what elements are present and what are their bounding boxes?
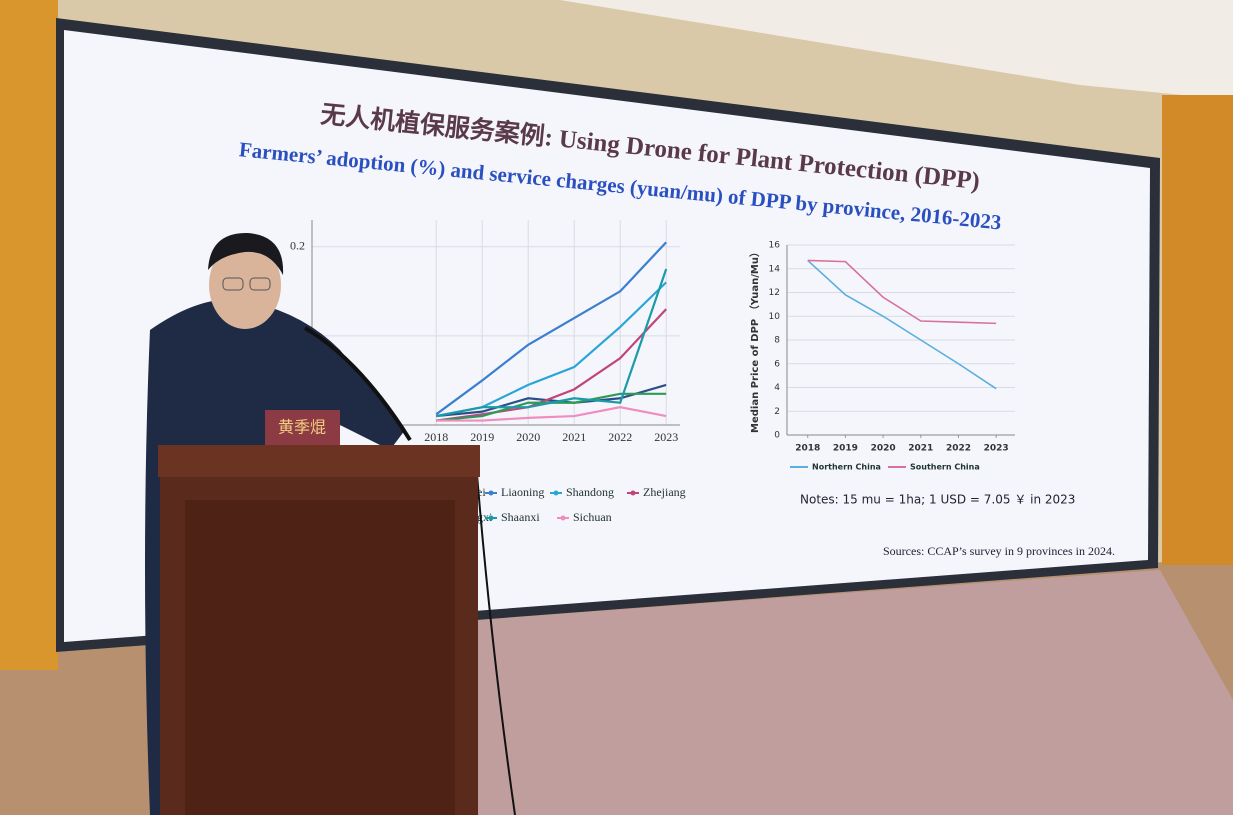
x-tick-label: 2021 — [908, 444, 933, 454]
curtain-left — [0, 0, 58, 670]
series-line — [436, 406, 667, 422]
y-tick-label: 4 — [774, 383, 780, 393]
series-line — [435, 268, 668, 418]
x-tick-label: 2023 — [654, 430, 678, 444]
x-tick-label: 2021 — [562, 430, 586, 444]
legend-label: Shaanxi — [501, 510, 540, 524]
x-tick-label: 2018 — [795, 444, 820, 454]
y-tick-label: 0 — [774, 431, 780, 441]
series-line — [807, 259, 997, 325]
y-tick-label: 2 — [774, 407, 780, 417]
x-tick-label: 2018 — [424, 430, 448, 444]
legend-marker — [488, 490, 494, 496]
series-line — [435, 241, 668, 416]
legend-marker — [560, 515, 566, 521]
y-tick-label: 10 — [769, 312, 781, 322]
legend-label: Zhejiang — [643, 485, 686, 499]
podium-top — [158, 445, 480, 477]
series-line — [807, 259, 997, 390]
chart: 0 2 4 6 8 10 12 14 16 2018 2019 2020 2021 2022 2023 Med… — [748, 241, 1015, 472]
y-tick-label: 6 — [774, 359, 780, 369]
x-tick-label: 2022 — [946, 444, 971, 454]
y-tick-label: 16 — [769, 241, 781, 251]
x-tick-label: 2023 — [984, 444, 1009, 454]
notes: Notes: 15 mu = 1ha; 1 USD = 7.05 ￥ in 20… — [800, 493, 1075, 507]
x-tick-label: 2020 — [871, 444, 896, 454]
legend-label: Southern China — [910, 463, 980, 472]
legend-label: Shandong — [566, 485, 614, 499]
y-tick-label: 0.2 — [290, 238, 305, 252]
x-tick-label: 2020 — [516, 430, 540, 444]
curtain-right — [1162, 95, 1233, 565]
y-axis-label: Median Price of DPP （Yuan/Mu） — [748, 247, 761, 433]
microphone — [303, 326, 412, 442]
speaker-head — [209, 241, 281, 329]
legend-marker — [630, 490, 636, 496]
legend-label: Liaoning — [501, 485, 544, 499]
legend-marker — [488, 515, 494, 521]
legend-marker — [553, 490, 559, 496]
sources: Sources: CCAP’s survey in 9 provinces in… — [883, 544, 1115, 558]
ceiling — [560, 0, 1233, 100]
speaker-hair — [208, 232, 284, 275]
y-tick-label: 8 — [774, 336, 780, 346]
glasses — [249, 277, 271, 291]
nameplate-card — [265, 410, 340, 446]
nameplate: 黄季焜 — [278, 418, 326, 437]
x-tick-label: 2019 — [470, 430, 494, 444]
x-tick-label: 2019 — [833, 444, 858, 454]
y-tick-label: 14 — [769, 264, 781, 274]
podium-panel — [185, 500, 455, 815]
y-tick-label: 12 — [769, 288, 780, 298]
x-tick-label: 2022 — [608, 430, 632, 444]
series-line — [436, 383, 667, 418]
legend-label: Northern China — [812, 463, 881, 472]
glasses — [222, 277, 244, 291]
series-line — [436, 308, 668, 422]
legend-label: Sichuan — [573, 510, 612, 524]
cable — [474, 449, 516, 815]
